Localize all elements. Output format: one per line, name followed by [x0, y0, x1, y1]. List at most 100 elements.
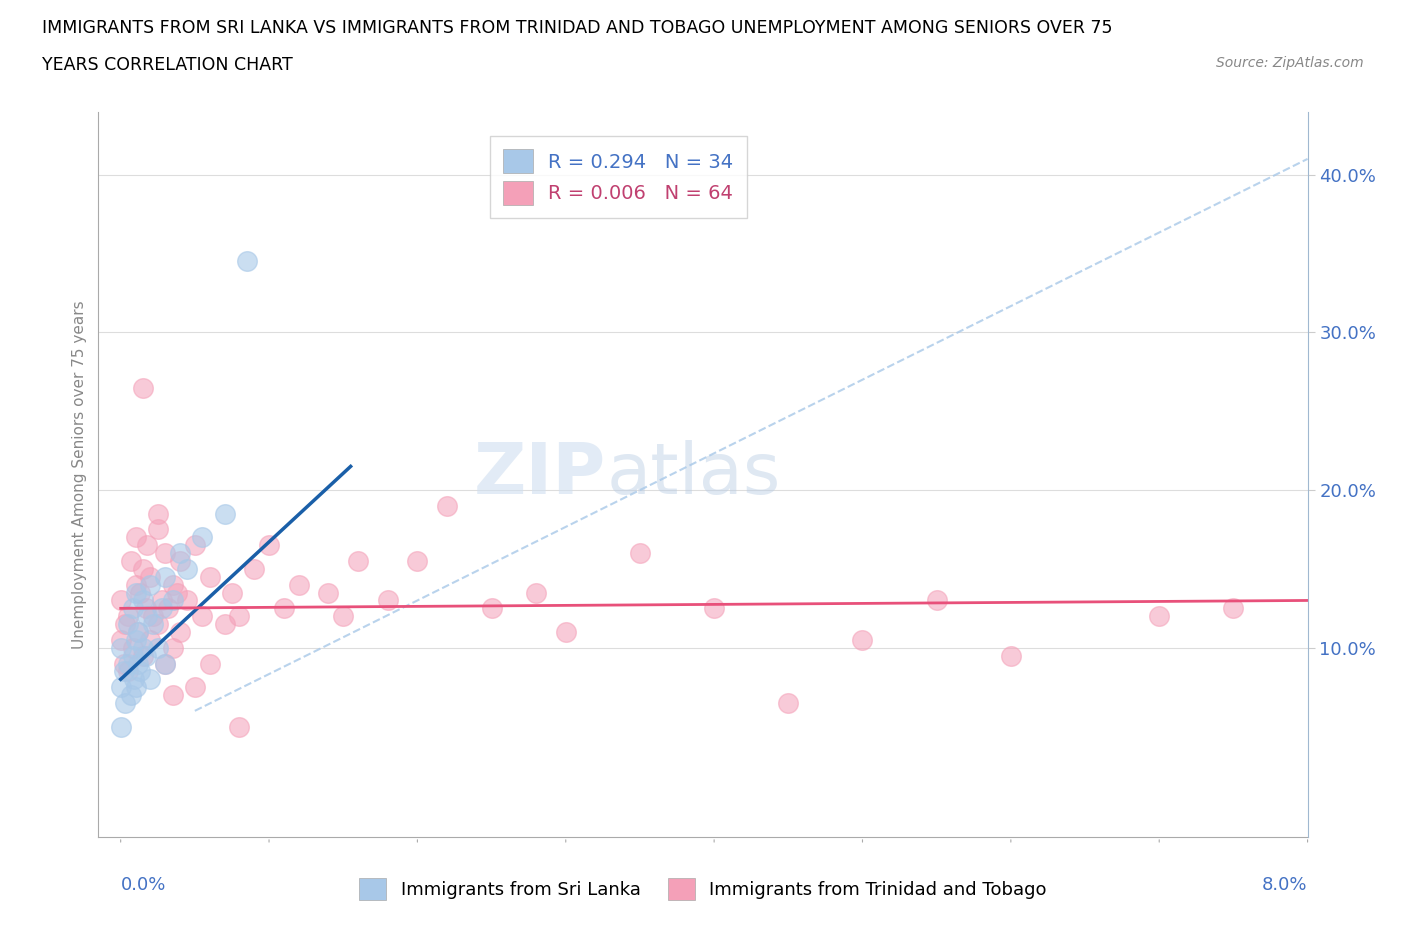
Point: [214, 506, 236, 521]
Point: [925, 593, 948, 608]
Point: [117, 664, 139, 679]
Point: [121, 601, 143, 616]
Point: [146, 506, 169, 521]
Point: [132, 380, 155, 395]
Point: [273, 601, 295, 616]
Point: [142, 609, 165, 624]
Point: [124, 680, 146, 695]
Point: [214, 617, 236, 631]
Point: [153, 656, 176, 671]
Point: [146, 522, 169, 537]
Point: [236, 254, 259, 269]
Point: [117, 656, 139, 671]
Point: [169, 546, 191, 561]
Point: [191, 609, 214, 624]
Point: [136, 609, 159, 624]
Point: [139, 578, 162, 592]
Point: [153, 569, 176, 584]
Point: [129, 585, 152, 600]
Point: [436, 498, 458, 513]
Point: [169, 553, 191, 568]
Text: Source: ZipAtlas.com: Source: ZipAtlas.com: [1216, 56, 1364, 70]
Point: [124, 585, 146, 600]
Point: [132, 641, 155, 656]
Legend: Immigrants from Sri Lanka, Immigrants from Trinidad and Tobago: Immigrants from Sri Lanka, Immigrants fr…: [352, 870, 1054, 907]
Point: [377, 593, 399, 608]
Point: [110, 680, 132, 695]
Point: [162, 578, 184, 592]
Point: [112, 656, 135, 671]
Point: [121, 641, 143, 656]
Point: [124, 632, 146, 647]
Point: [132, 648, 155, 663]
Point: [114, 617, 136, 631]
Point: [228, 609, 250, 624]
Point: [112, 664, 135, 679]
Point: [120, 687, 142, 702]
Point: [162, 641, 184, 656]
Point: [347, 553, 370, 568]
Point: [1000, 648, 1022, 663]
Point: [318, 585, 340, 600]
Point: [198, 656, 221, 671]
Point: [628, 546, 651, 561]
Point: [191, 530, 214, 545]
Point: [146, 641, 169, 656]
Point: [110, 719, 132, 734]
Text: 0.0%: 0.0%: [121, 876, 166, 895]
Point: [228, 719, 250, 734]
Point: [127, 625, 149, 640]
Point: [132, 593, 155, 608]
Point: [162, 687, 184, 702]
Point: [150, 593, 173, 608]
Point: [142, 617, 165, 631]
Point: [184, 538, 207, 552]
Point: [117, 617, 139, 631]
Point: [778, 696, 800, 711]
Point: [198, 569, 221, 584]
Point: [114, 696, 136, 711]
Point: [162, 593, 184, 608]
Legend: R = 0.294   N = 34, R = 0.006   N = 64: R = 0.294 N = 34, R = 0.006 N = 64: [489, 136, 747, 219]
Point: [166, 585, 188, 600]
Point: [524, 585, 547, 600]
Point: [135, 601, 157, 616]
Y-axis label: Unemployment Among Seniors over 75 years: Unemployment Among Seniors over 75 years: [72, 300, 87, 648]
Point: [287, 578, 309, 592]
Text: YEARS CORRELATION CHART: YEARS CORRELATION CHART: [42, 56, 292, 73]
Point: [110, 593, 132, 608]
Point: [150, 601, 173, 616]
Point: [110, 632, 132, 647]
Point: [169, 625, 191, 640]
Point: [257, 538, 280, 552]
Text: atlas: atlas: [606, 440, 780, 509]
Point: [139, 671, 162, 686]
Point: [481, 601, 503, 616]
Point: [139, 569, 162, 584]
Point: [121, 648, 143, 663]
Point: [1147, 609, 1170, 624]
Point: [176, 593, 198, 608]
Point: [127, 656, 149, 671]
Point: [146, 617, 169, 631]
Point: [153, 546, 176, 561]
Point: [406, 553, 429, 568]
Point: [127, 625, 149, 640]
Point: [221, 585, 243, 600]
Point: [124, 530, 146, 545]
Point: [176, 562, 198, 577]
Point: [122, 671, 145, 686]
Point: [153, 656, 176, 671]
Point: [124, 578, 146, 592]
Point: [1222, 601, 1244, 616]
Point: [136, 538, 159, 552]
Point: [117, 609, 139, 624]
Point: [332, 609, 354, 624]
Point: [139, 632, 162, 647]
Point: [184, 680, 207, 695]
Point: [243, 562, 266, 577]
Point: [132, 562, 155, 577]
Point: [157, 601, 180, 616]
Point: [120, 553, 142, 568]
Text: 8.0%: 8.0%: [1263, 876, 1308, 895]
